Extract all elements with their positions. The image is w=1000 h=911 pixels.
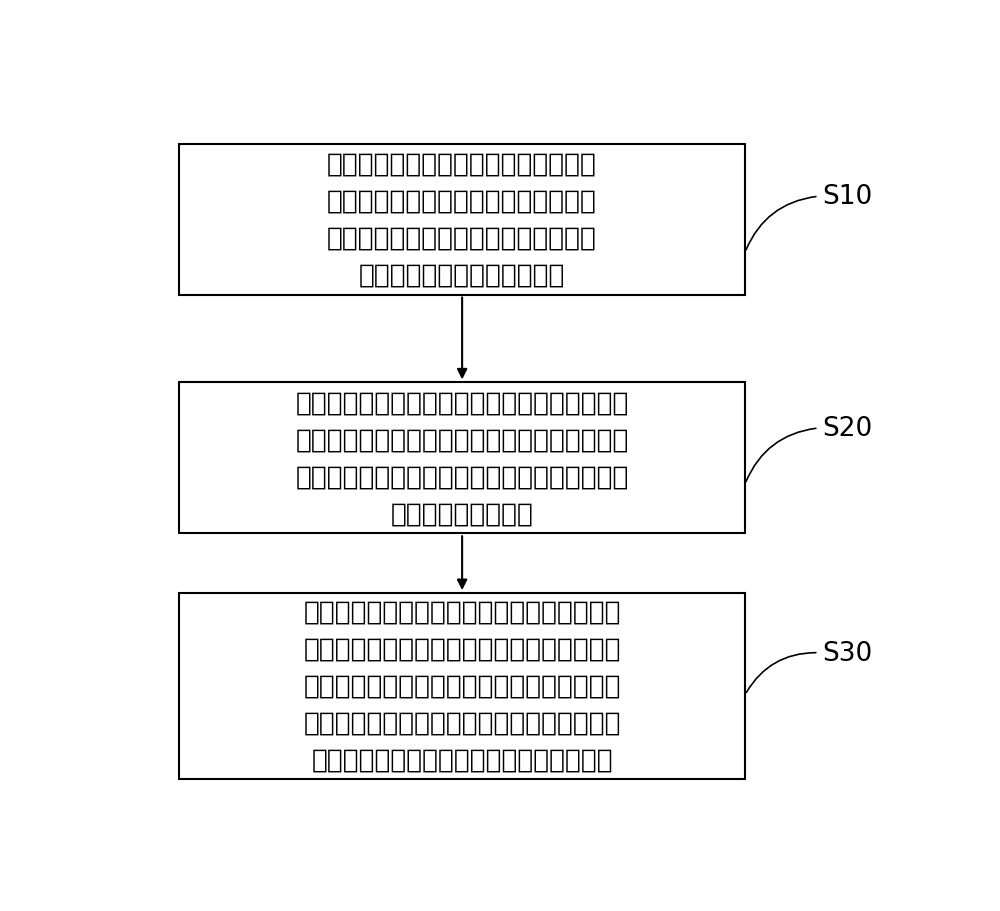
Bar	[179, 593, 745, 779]
Text: S20: S20	[822, 415, 873, 442]
Bar	[179, 383, 745, 534]
Text: S10: S10	[822, 184, 873, 210]
Text: S30: S30	[822, 640, 873, 666]
Text: 将第二锣刀按照第二路径对基板进行加工，第
二路径与第一加工点相交，第二路径包括第二
下刀点和第二加工点，第二下刀点与第一下刀
点分别位于金属侧边的两侧，第二加工: 将第二锣刀按照第二路径对基板进行加工，第 二路径与第一加工点相交，第二路径包括第…	[303, 599, 621, 773]
Text: 提供一基板，基板上设置有金属化孔和
待成型区域，待成型区域的边界包括多
条成型线和金属化孔的部分金属侧边，
金属侧边包括金属侧壁和孔环: 提供一基板，基板上设置有金属化孔和 待成型区域，待成型区域的边界包括多 条成型线…	[327, 151, 597, 288]
Bar	[179, 144, 745, 295]
Text: 将第一锣刀按照第一路径对基板进行加工，第一
路径包括第一下刀点和第一加工点，第一下刀点
位于金属化孔的内部或外部，第一加工点与金属
化孔的金属侧边相交: 将第一锣刀按照第一路径对基板进行加工，第一 路径包括第一下刀点和第一加工点，第一…	[295, 390, 629, 527]
